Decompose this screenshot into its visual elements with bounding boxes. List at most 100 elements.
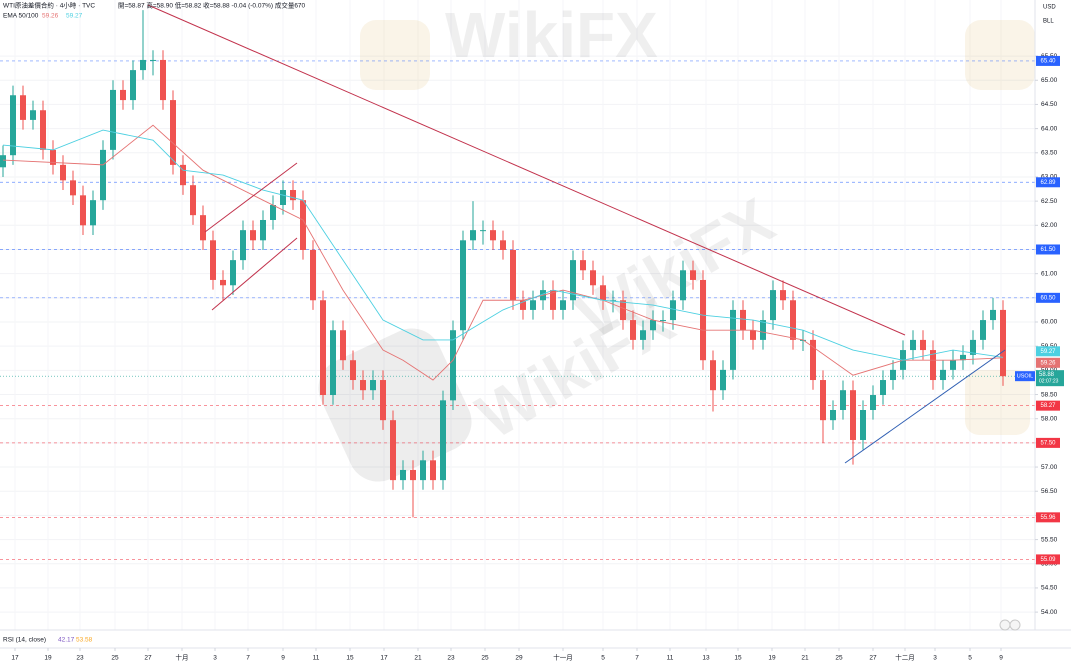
icon[interactable] xyxy=(1009,619,1021,631)
candle-body xyxy=(700,279,706,361)
x-tick-label: 21 xyxy=(414,655,422,662)
candle-body xyxy=(480,230,486,232)
candle-body xyxy=(610,300,616,302)
candle-body xyxy=(360,380,366,391)
x-tick-label: 17 xyxy=(11,655,19,662)
candle-body xyxy=(1000,309,1006,377)
watermark-logo xyxy=(360,20,430,90)
y-tick-label: 56.50 xyxy=(1041,488,1058,495)
watermark: WikiFX xyxy=(445,0,658,71)
candle-body xyxy=(830,410,836,421)
trend-line xyxy=(147,4,906,336)
candle-body xyxy=(370,380,376,391)
candle-body xyxy=(220,279,226,286)
candle-body xyxy=(90,200,96,226)
drawings xyxy=(147,4,1006,464)
y-tick-label: 62.50 xyxy=(1041,198,1058,205)
candle-body xyxy=(200,215,206,241)
x-tick-label: 5 xyxy=(601,655,605,662)
ema-tag-label: 59.26 xyxy=(1040,360,1056,366)
y-tick-label: 62.00 xyxy=(1041,222,1058,229)
candle-body xyxy=(510,249,516,301)
watermark-logo xyxy=(318,328,472,482)
candle-body xyxy=(880,380,886,396)
candle-body xyxy=(20,95,26,120)
candle-body xyxy=(930,350,936,381)
level-tag-label: 60.50 xyxy=(1040,295,1056,301)
level-tag-label: 58.27 xyxy=(1040,403,1056,409)
candle-body xyxy=(620,300,626,321)
x-tick-label: 11 xyxy=(667,655,674,662)
candle-body xyxy=(820,380,826,421)
countdown: 02:07:23 xyxy=(1039,378,1059,384)
level-tag-label: 65.40 xyxy=(1040,58,1056,64)
candle-body xyxy=(570,260,576,301)
x-tick-label: 十二月 xyxy=(895,653,915,662)
ema-tag-label: 59.27 xyxy=(1040,349,1056,355)
candle-body xyxy=(340,330,346,361)
candle-body xyxy=(590,270,596,286)
ema-tag xyxy=(1036,357,1060,368)
x-tick-label: 7 xyxy=(246,655,250,662)
candle-body xyxy=(100,149,106,201)
candle-body xyxy=(400,469,406,481)
candle-body xyxy=(280,190,286,206)
candle-body xyxy=(640,330,646,340)
x-tick-label: 25 xyxy=(835,655,843,662)
indicator-value: 59.26 xyxy=(42,13,59,20)
x-tick-label: 11 xyxy=(313,655,320,662)
candle-body xyxy=(650,320,656,331)
candle-body xyxy=(780,290,786,301)
x-tick-label: 十月 xyxy=(176,653,189,662)
level-tag xyxy=(1036,437,1060,448)
y-tick-label: 63.00 xyxy=(1041,174,1058,181)
x-tick-label: 15 xyxy=(734,655,742,662)
candle-body xyxy=(420,460,426,481)
level-tag-label: 57.50 xyxy=(1040,440,1056,446)
level-tag-label: 61.50 xyxy=(1040,247,1056,253)
candle-body xyxy=(680,270,686,301)
y-tick-label: 57.00 xyxy=(1041,464,1058,471)
candle-body xyxy=(850,390,856,440)
candle-body xyxy=(260,219,266,241)
x-tick-label: 19 xyxy=(44,655,52,662)
candle-body xyxy=(860,410,866,440)
candle-body xyxy=(170,100,176,165)
candle-body xyxy=(740,309,746,331)
candle-body xyxy=(240,230,246,261)
level-tag xyxy=(1036,512,1060,523)
candle-body xyxy=(940,369,946,381)
x-tick-label: 9 xyxy=(281,655,285,662)
y-tick-label: 64.50 xyxy=(1041,101,1058,108)
candle-body xyxy=(910,339,916,351)
ema-line xyxy=(2,124,1004,381)
watermark-logo xyxy=(965,20,1035,90)
level-tag-label: 55.96 xyxy=(1040,515,1056,521)
indicator-label: EMA 50/100 xyxy=(3,13,39,20)
icon[interactable] xyxy=(999,619,1011,631)
candle-body xyxy=(660,320,666,322)
rsi-label: RSI (14, close) xyxy=(3,637,46,644)
candle-body xyxy=(810,339,816,381)
candle-body xyxy=(600,285,606,301)
candle-body xyxy=(500,240,506,250)
candle-body xyxy=(40,110,46,150)
y-tick-label: 58.00 xyxy=(1041,415,1058,422)
level-tag xyxy=(1036,292,1060,303)
ohlc-readout: 開=58.87 高=58.90 低=58.82 收=58.88 -0.04 (-… xyxy=(118,1,306,10)
candle-body xyxy=(330,330,336,396)
candle-body xyxy=(320,300,326,396)
candle-body xyxy=(470,230,476,241)
candle-body xyxy=(230,260,236,286)
x-tick-label: 3 xyxy=(213,655,217,662)
candle-body xyxy=(450,330,456,401)
channel-line xyxy=(204,162,298,233)
candle-body xyxy=(960,354,966,361)
candle-body xyxy=(520,300,526,310)
candle-body xyxy=(770,290,776,321)
x-tick-label: 29 xyxy=(515,655,523,662)
candle-body xyxy=(0,155,6,168)
candle-body xyxy=(890,369,896,381)
x-tick-label: 5 xyxy=(968,655,972,662)
